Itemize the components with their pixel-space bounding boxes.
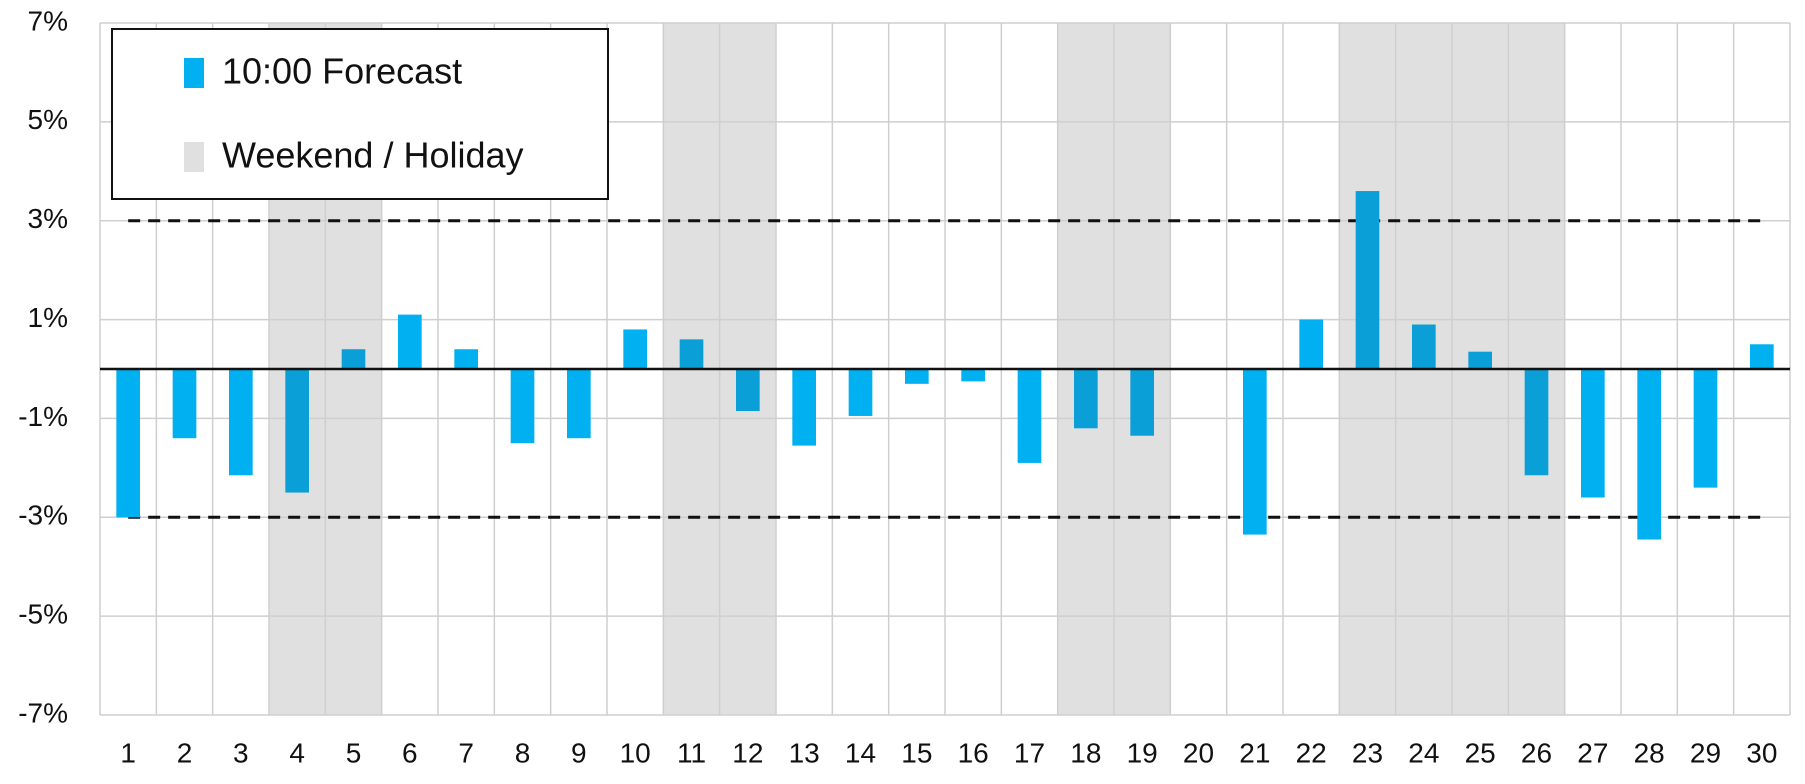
- bar: [454, 349, 478, 369]
- bar: [567, 369, 591, 439]
- bar: [961, 369, 985, 382]
- legend-text: Weekend / Holiday: [222, 135, 524, 176]
- y-tick-label: -7%: [18, 697, 68, 728]
- bar: [848, 369, 873, 416]
- bar: [792, 369, 816, 446]
- bar: [1412, 324, 1436, 369]
- legend-swatch: [184, 58, 204, 88]
- x-tick-label: 20: [1183, 737, 1214, 768]
- bar: [1355, 191, 1380, 369]
- bar: [116, 369, 140, 518]
- x-tick-label: 13: [789, 737, 820, 768]
- x-tick-label: 5: [346, 737, 362, 768]
- y-tick-label: 3%: [28, 203, 68, 234]
- y-tick-label: 1%: [28, 302, 68, 333]
- x-tick-label: 10: [620, 737, 651, 768]
- bar: [623, 329, 647, 369]
- legend-swatch: [184, 142, 204, 172]
- x-tick-label: 6: [402, 737, 418, 768]
- x-tick-label: 15: [901, 737, 932, 768]
- bar: [679, 339, 704, 369]
- bar: [1130, 369, 1154, 436]
- x-tick-label: 8: [515, 737, 531, 768]
- x-tick-label: 16: [958, 737, 989, 768]
- y-tick-label: -5%: [18, 599, 68, 630]
- x-tick-label: 19: [1127, 737, 1158, 768]
- bar: [1581, 369, 1605, 498]
- bar: [172, 369, 197, 439]
- x-tick-label: 30: [1746, 737, 1777, 768]
- bar: [1074, 369, 1098, 429]
- y-tick-label: 5%: [28, 104, 68, 135]
- bar: [398, 314, 422, 369]
- bar: [905, 369, 929, 384]
- bar: [1243, 369, 1267, 535]
- legend: 10:00 Forecast Weekend / Holiday: [111, 28, 609, 200]
- bar: [1524, 369, 1549, 476]
- bar: [736, 369, 760, 412]
- bar: [285, 369, 309, 493]
- bar: [229, 369, 253, 476]
- bar: [1468, 351, 1492, 369]
- x-tick-label: 12: [732, 737, 763, 768]
- bar: [1693, 369, 1718, 488]
- x-tick-label: 2: [177, 737, 193, 768]
- x-tick-label: 11: [677, 737, 706, 768]
- x-tick-label: 9: [571, 737, 587, 768]
- x-tick-label: 24: [1408, 737, 1439, 768]
- x-tick-label: 3: [233, 737, 249, 768]
- x-tick-label: 26: [1521, 737, 1552, 768]
- x-tick-label: 22: [1296, 737, 1327, 768]
- bar: [1299, 319, 1323, 369]
- x-tick-label: 1: [120, 737, 136, 768]
- x-tick-label: 4: [289, 737, 305, 768]
- x-tick-label: 21: [1239, 737, 1270, 768]
- x-tick-label: 27: [1577, 737, 1608, 768]
- bar: [1750, 344, 1774, 369]
- x-tick-label: 29: [1690, 737, 1721, 768]
- bar: [510, 369, 535, 444]
- bar: [341, 349, 366, 369]
- x-tick-label: 18: [1070, 737, 1101, 768]
- x-tick-label: 17: [1014, 737, 1045, 768]
- x-tick-label: 25: [1465, 737, 1496, 768]
- legend-text: 10:00 Forecast: [222, 51, 462, 92]
- x-tick-label: 7: [458, 737, 474, 768]
- x-tick-label: 23: [1352, 737, 1383, 768]
- x-tick-label: 14: [845, 737, 876, 768]
- y-tick-label: -3%: [18, 500, 68, 531]
- x-tick-label: 28: [1634, 737, 1665, 768]
- y-tick-label: 7%: [28, 5, 68, 36]
- y-tick-label: -1%: [18, 401, 68, 432]
- bar: [1017, 369, 1042, 463]
- bar: [1637, 369, 1661, 540]
